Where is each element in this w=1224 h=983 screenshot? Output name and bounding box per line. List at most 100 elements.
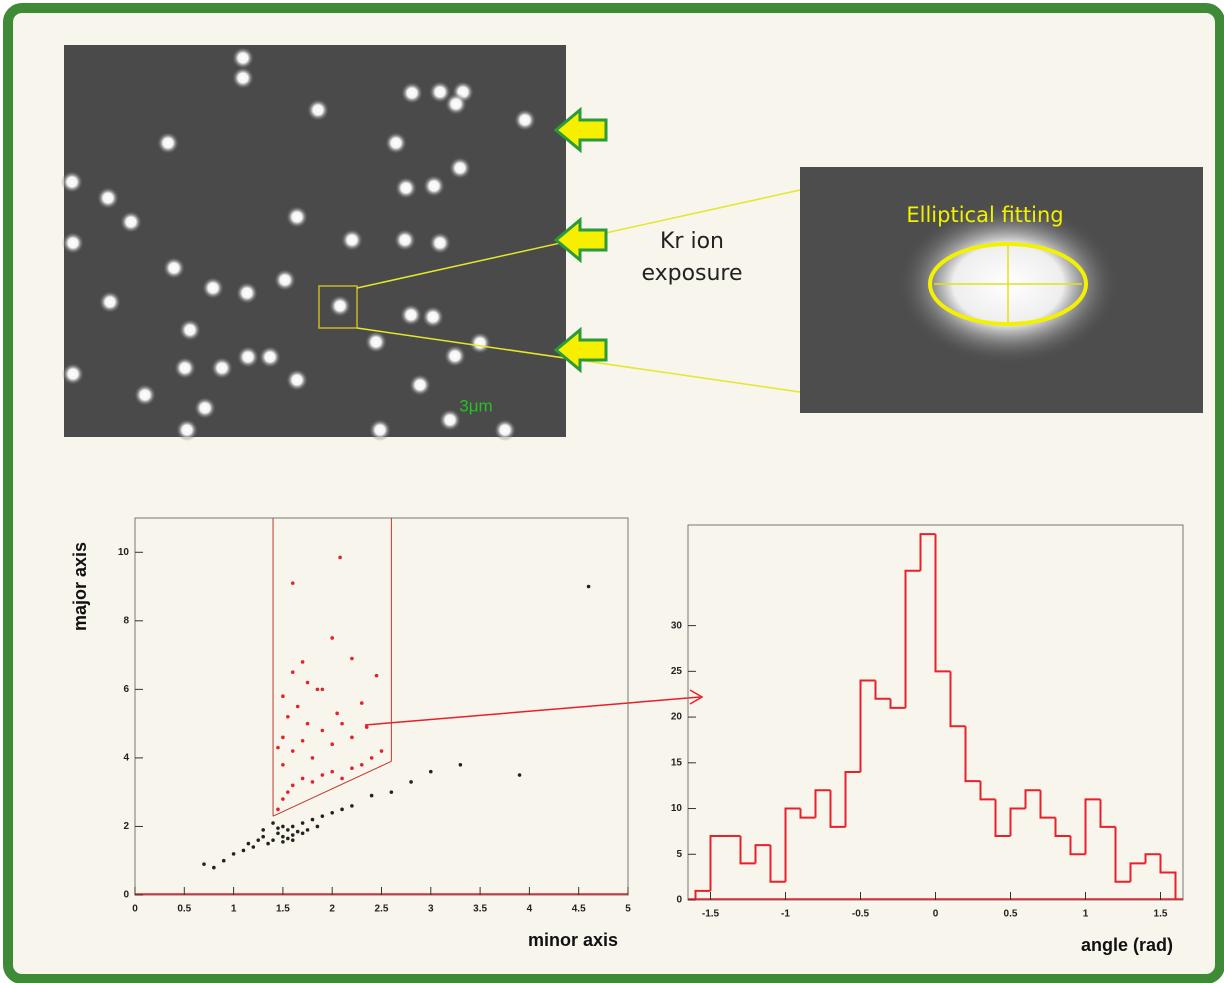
spot: [232, 67, 254, 89]
point: [306, 828, 310, 832]
spot: [286, 206, 308, 228]
point: [350, 766, 354, 770]
point: [261, 835, 265, 839]
spot: [62, 232, 84, 254]
point: [587, 585, 591, 589]
point: [291, 749, 295, 753]
scale-label: 3μm: [459, 396, 492, 415]
spot: [99, 291, 121, 313]
point: [286, 790, 290, 794]
point: [286, 715, 290, 719]
spot: [429, 232, 451, 254]
point: [321, 814, 325, 818]
spot: [385, 132, 407, 154]
x-tick-label: 3: [428, 904, 434, 915]
y-tick-label: 15: [671, 757, 683, 768]
x-tick-label: 4.5: [572, 904, 586, 915]
spot: [134, 384, 156, 406]
point: [291, 784, 295, 788]
point: [321, 688, 325, 692]
point: [330, 742, 334, 746]
spot: [237, 346, 259, 368]
spot: [469, 332, 491, 354]
x-tick-label: -1.5: [702, 909, 720, 920]
point: [286, 828, 290, 832]
x-axis-label: minor axis: [528, 930, 618, 950]
y-tick-label: 10: [118, 547, 130, 558]
spot: [394, 229, 416, 251]
point: [271, 838, 275, 842]
y-tick-label: 5: [676, 849, 682, 860]
point: [247, 842, 251, 846]
point: [360, 763, 364, 767]
point: [311, 818, 315, 822]
point: [316, 688, 320, 692]
point: [340, 722, 344, 726]
spot: [494, 419, 516, 441]
spot: [514, 109, 536, 131]
x-tick-label: 2: [329, 904, 335, 915]
spot: [174, 357, 196, 379]
spot: [176, 419, 198, 441]
spot: [439, 409, 461, 431]
point: [301, 777, 305, 781]
point: [291, 833, 295, 837]
point: [340, 808, 344, 812]
point: [311, 780, 315, 784]
spot: [422, 306, 444, 328]
spot: [329, 295, 351, 317]
point: [281, 840, 285, 844]
spot: [62, 363, 84, 385]
spot: [395, 177, 417, 199]
point: [212, 866, 216, 870]
point: [261, 828, 265, 832]
spot: [163, 257, 185, 279]
point: [330, 811, 334, 815]
point: [321, 729, 325, 733]
point: [296, 830, 300, 834]
y-tick-label: 4: [123, 753, 129, 764]
y-tick-label: 0: [676, 895, 682, 906]
point: [360, 701, 364, 705]
canvas: Elliptical fitting 3μm 00.511.522.533.54…: [0, 0, 1224, 983]
point: [350, 804, 354, 808]
point: [429, 770, 433, 774]
point: [330, 770, 334, 774]
spot: [157, 132, 179, 154]
point: [335, 712, 339, 716]
point: [296, 705, 300, 709]
x-tick-label: 3.5: [473, 904, 487, 915]
x-tick-label: 5: [625, 904, 631, 915]
point: [316, 825, 320, 829]
point: [276, 826, 280, 830]
x-tick-label: 4: [527, 904, 533, 915]
y-tick-label: 8: [123, 615, 129, 626]
point: [291, 581, 295, 585]
point: [350, 657, 354, 661]
point: [291, 670, 295, 674]
x-tick-label: 2.5: [375, 904, 389, 915]
point: [256, 838, 260, 842]
point: [276, 746, 280, 750]
point: [459, 763, 463, 767]
y-tick-label: 10: [671, 803, 683, 814]
fit-label: Elliptical fitting: [906, 203, 1063, 227]
spot: [369, 419, 391, 441]
point: [281, 694, 285, 698]
point: [375, 674, 379, 678]
spot: [232, 47, 254, 69]
spot: [423, 175, 445, 197]
point: [222, 859, 226, 863]
point: [281, 825, 285, 829]
point: [252, 845, 256, 849]
spot: [61, 171, 83, 193]
point: [301, 832, 305, 836]
point: [518, 773, 522, 777]
point: [306, 681, 310, 685]
point: [291, 825, 295, 829]
x-tick-label: 1.5: [1154, 909, 1168, 920]
point: [232, 852, 236, 856]
point: [286, 837, 290, 841]
point: [281, 797, 285, 801]
y-axis-label: major axis: [70, 542, 90, 631]
